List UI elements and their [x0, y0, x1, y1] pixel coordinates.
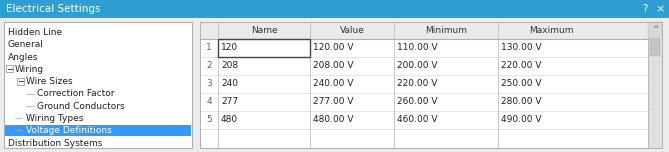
Text: Wire Sizes: Wire Sizes: [26, 77, 73, 86]
Bar: [200, 39, 648, 57]
Bar: [200, 57, 648, 75]
Text: Minimum: Minimum: [425, 26, 467, 35]
Text: 130.00 V: 130.00 V: [501, 43, 542, 52]
Bar: [648, 22, 662, 148]
Bar: [650, 38, 660, 56]
Text: 200.00 V: 200.00 V: [397, 62, 438, 71]
Text: 460.00 V: 460.00 V: [397, 116, 438, 124]
Bar: [200, 111, 648, 129]
Text: 277: 277: [221, 97, 238, 107]
Text: 250.00 V: 250.00 V: [501, 79, 541, 88]
Text: 208: 208: [221, 62, 238, 71]
Text: 120: 120: [221, 43, 238, 52]
Text: Distribution Systems: Distribution Systems: [8, 139, 102, 148]
Bar: [200, 93, 648, 111]
Text: Ground Conductors: Ground Conductors: [37, 102, 124, 111]
Text: 1: 1: [206, 43, 212, 52]
Text: 480.00 V: 480.00 V: [313, 116, 353, 124]
Bar: [200, 22, 662, 148]
Bar: [0, 18, 669, 152]
Text: 280.00 V: 280.00 V: [501, 97, 541, 107]
Text: 220.00 V: 220.00 V: [501, 62, 541, 71]
Text: 2: 2: [206, 62, 212, 71]
Bar: [0, 0, 669, 18]
Text: Hidden Line: Hidden Line: [8, 28, 62, 37]
Bar: [218, 39, 310, 57]
Bar: [648, 22, 662, 36]
Bar: [4, 22, 192, 148]
Text: Value: Value: [340, 26, 365, 35]
Text: 260.00 V: 260.00 V: [397, 97, 438, 107]
Bar: [5, 125, 191, 136]
Text: ^: ^: [652, 24, 658, 33]
Text: Correction Factor: Correction Factor: [37, 90, 114, 98]
Bar: [6, 65, 13, 72]
Text: 480: 480: [221, 116, 238, 124]
Bar: [200, 22, 648, 148]
Text: Name: Name: [251, 26, 278, 35]
Text: 5: 5: [206, 116, 212, 124]
Text: Wiring Types: Wiring Types: [26, 114, 84, 123]
Text: Angles: Angles: [8, 53, 39, 62]
Text: Maximum: Maximum: [529, 26, 573, 35]
Bar: [17, 78, 24, 85]
Text: 120.00 V: 120.00 V: [313, 43, 353, 52]
Text: 3: 3: [206, 79, 212, 88]
Text: Wiring: Wiring: [15, 65, 44, 74]
Text: 220.00 V: 220.00 V: [397, 79, 438, 88]
Text: 4: 4: [206, 97, 212, 107]
Text: 110.00 V: 110.00 V: [397, 43, 438, 52]
Text: 208.00 V: 208.00 V: [313, 62, 353, 71]
Text: ×: ×: [656, 4, 665, 14]
Text: General: General: [8, 40, 44, 49]
Bar: [200, 75, 648, 93]
Text: 240.00 V: 240.00 V: [313, 79, 353, 88]
Text: 277.00 V: 277.00 V: [313, 97, 353, 107]
Text: 490.00 V: 490.00 V: [501, 116, 541, 124]
Text: Electrical Settings: Electrical Settings: [6, 4, 100, 14]
Bar: [200, 22, 648, 39]
Text: Voltage Definitions: Voltage Definitions: [26, 126, 112, 135]
Text: 240: 240: [221, 79, 238, 88]
Text: ?: ?: [642, 4, 648, 14]
